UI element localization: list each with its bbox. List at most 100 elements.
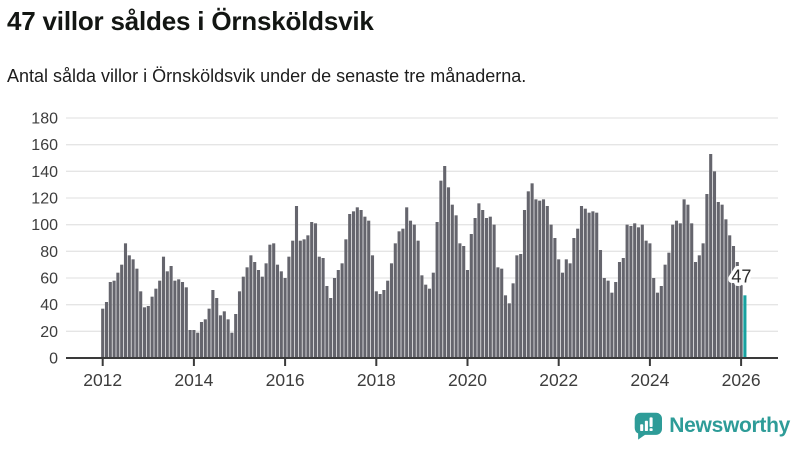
bar — [199, 322, 204, 358]
bar — [682, 199, 686, 358]
bar — [671, 224, 675, 358]
bar — [427, 288, 432, 358]
bar — [443, 166, 447, 358]
bar — [500, 268, 504, 358]
bar — [340, 263, 344, 358]
bar — [583, 208, 587, 358]
bar — [382, 290, 386, 358]
bar — [234, 314, 238, 358]
bar — [450, 204, 454, 358]
bar — [462, 246, 466, 358]
bar — [336, 270, 340, 358]
bar — [560, 272, 565, 358]
y-axis-tick-label: 180 — [31, 111, 58, 128]
bar — [298, 240, 302, 358]
bar — [435, 222, 439, 358]
bar — [557, 259, 561, 358]
y-axis-tick-label: 20 — [40, 324, 58, 341]
bar — [617, 262, 622, 358]
bar — [606, 280, 610, 358]
bar — [112, 280, 116, 358]
bar — [275, 264, 280, 358]
bar — [644, 240, 648, 358]
bar — [553, 238, 557, 358]
bar — [667, 252, 671, 358]
bar — [659, 286, 663, 358]
y-axis-tick-label: 140 — [31, 164, 58, 181]
bar — [614, 282, 618, 358]
bar — [515, 255, 519, 358]
page-title: 47 villor såldes i Örnsköldsvik — [7, 6, 374, 36]
bar — [272, 243, 276, 358]
y-axis-tick-label: 40 — [40, 297, 58, 314]
bar — [503, 295, 508, 358]
x-axis-tick-label: 2024 — [630, 370, 669, 390]
bar — [712, 171, 717, 358]
bar — [241, 276, 245, 358]
bar — [549, 224, 553, 358]
sales-bar-chart: 0 20 40 60 80 100 120 140 160 180 2012 2014 2016 2018… — [0, 105, 800, 405]
bar — [522, 210, 527, 358]
bar — [253, 262, 257, 358]
bar — [720, 204, 724, 358]
bar — [492, 224, 496, 358]
x-axis-tick-label: 2014 — [174, 370, 213, 390]
bar — [538, 200, 542, 358]
bar — [135, 268, 139, 358]
bar — [412, 224, 416, 358]
bar — [405, 207, 409, 358]
bar — [469, 234, 473, 358]
y-axis-tick-label: 80 — [40, 244, 58, 261]
bar — [636, 227, 641, 358]
bar — [541, 199, 546, 358]
x-axis-tick-label: 2016 — [266, 370, 305, 390]
bar — [629, 226, 633, 358]
bar — [693, 262, 698, 358]
bar — [173, 280, 177, 358]
bar — [184, 287, 188, 358]
bar — [705, 194, 709, 358]
newsworthy-bubble-icon — [635, 412, 663, 440]
bar — [370, 255, 375, 358]
y-axis-tick-label: 120 — [31, 191, 58, 208]
bar — [431, 272, 435, 358]
bar — [203, 319, 207, 358]
bar — [663, 264, 667, 358]
bar — [408, 220, 413, 358]
bar — [268, 244, 272, 358]
bar — [180, 282, 185, 358]
bar — [363, 216, 367, 358]
bar — [317, 256, 321, 358]
x-axis-tick-label: 2012 — [83, 370, 122, 390]
bar — [161, 256, 166, 358]
bar — [332, 278, 337, 358]
bar — [420, 275, 424, 358]
bar — [507, 303, 511, 358]
bar — [633, 223, 637, 358]
bar — [211, 290, 215, 358]
bar — [101, 308, 105, 358]
bar — [610, 292, 614, 358]
bar — [177, 279, 181, 358]
bar — [598, 250, 603, 358]
bar — [674, 220, 679, 358]
bar — [652, 278, 656, 358]
bar — [142, 307, 147, 358]
last-value-label: 47 — [731, 266, 751, 286]
bar — [120, 264, 124, 358]
bar — [511, 283, 515, 358]
x-axis-tick-label: 2020 — [448, 370, 487, 390]
bar — [701, 243, 705, 358]
highlighted-bar — [743, 295, 747, 358]
bar — [306, 235, 310, 358]
bar — [424, 284, 428, 358]
bar — [697, 255, 701, 358]
newsworthy-logo[interactable]: Newsworthy — [633, 411, 790, 440]
bar — [188, 330, 192, 358]
bar — [374, 291, 378, 358]
bar — [465, 270, 470, 358]
bar — [287, 256, 291, 358]
bar — [116, 272, 120, 358]
bar — [378, 294, 382, 358]
bar — [321, 258, 325, 358]
